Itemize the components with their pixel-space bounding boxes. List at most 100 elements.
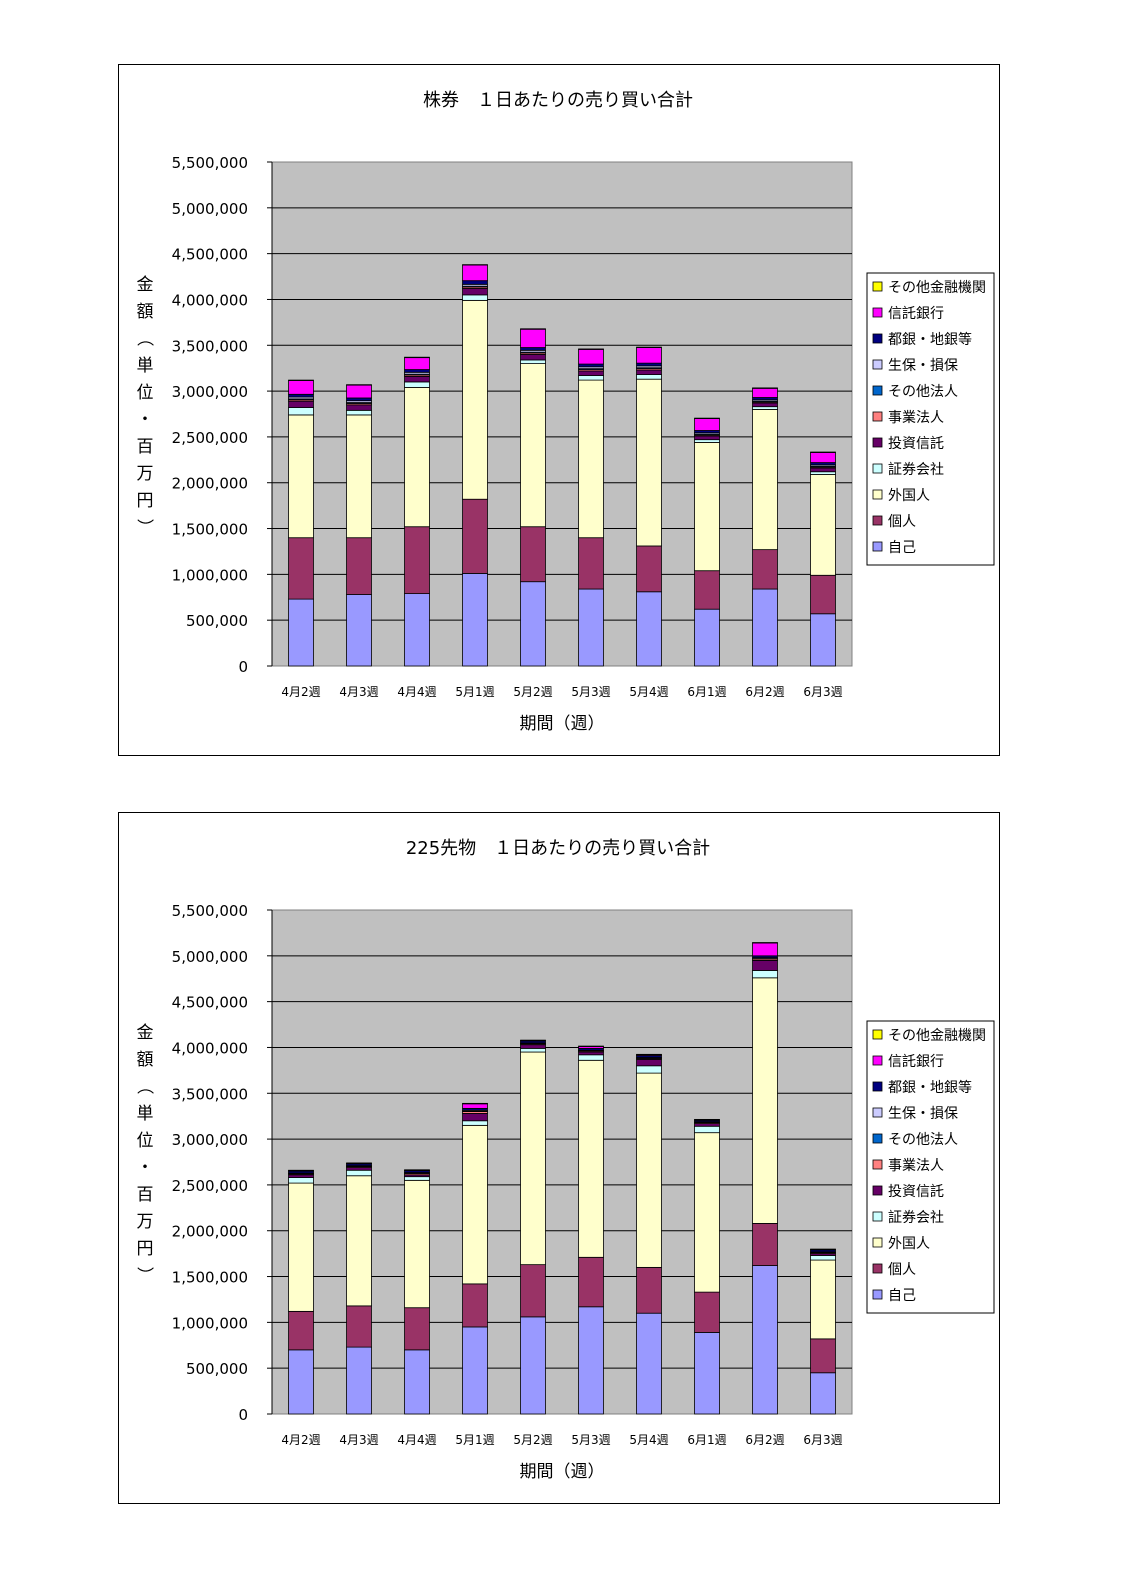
bar-segment: [578, 1306, 604, 1415]
y-tick-label: 2,500,000: [172, 429, 248, 447]
bar-segment: [810, 474, 836, 576]
bar-segment: [636, 362, 662, 367]
legend-swatch: [872, 411, 883, 422]
bar-segment: [810, 467, 836, 473]
bar-segment: [404, 381, 430, 388]
bar-segment: [752, 959, 778, 971]
legend-label: 信託銀行: [888, 306, 944, 322]
bar-segment: [578, 379, 604, 539]
y-axis-label-char: 金: [137, 275, 154, 295]
bar-segment: [636, 374, 662, 380]
legend-swatch: [872, 1133, 883, 1144]
bar-segment: [636, 1065, 662, 1074]
bar-segment: [404, 357, 430, 370]
y-axis-label-char: 額: [137, 302, 154, 322]
y-tick-label: 500,000: [186, 1360, 248, 1378]
bar-segment: [752, 1265, 778, 1415]
legend-swatch: [872, 1107, 883, 1118]
bar-segment: [288, 407, 314, 416]
bar-segment: [636, 378, 662, 547]
bar-segment: [694, 1125, 720, 1134]
bar-segment: [694, 570, 720, 610]
bar-segment: [462, 1103, 488, 1109]
legend-swatch: [872, 489, 883, 500]
y-tick-label: 1,000,000: [172, 1314, 248, 1332]
y-axis-label-char: 万: [137, 1212, 154, 1232]
legend-label: 外国人: [888, 1236, 930, 1252]
bar-segment: [288, 380, 314, 395]
bar-segment: [346, 537, 372, 595]
bar-segment: [810, 1255, 836, 1261]
y-axis-label-char: 単: [137, 356, 154, 376]
y-axis-label-char: 額: [137, 1050, 154, 1070]
bar-segment: [578, 375, 604, 381]
bar-segment: [520, 363, 546, 528]
y-tick-label: 0: [238, 658, 248, 676]
x-tick-label: 4月2週: [281, 685, 320, 699]
bar-segment: [578, 1256, 604, 1308]
legend-swatch: [872, 1185, 883, 1196]
legend-box: [866, 1020, 995, 1314]
bar-segment: [346, 414, 372, 539]
y-tick-label: 2,000,000: [172, 1223, 248, 1241]
y-axis-label-char: 百: [137, 437, 154, 457]
bar-segment: [346, 404, 372, 411]
bar-segment: [520, 347, 546, 351]
legend-label: 個人: [888, 514, 916, 530]
y-axis-label: 金額 （ 単位・百万円 ）: [134, 1023, 154, 1284]
legend-swatch: [872, 1289, 883, 1300]
y-tick-label: 4,500,000: [172, 246, 248, 264]
x-tick-label: 5月1週: [455, 685, 494, 699]
bar-segment: [520, 328, 546, 348]
y-axis-label-char: ）: [134, 519, 154, 536]
bar-segment: [462, 1113, 488, 1122]
legend-label: 信託銀行: [888, 1054, 944, 1070]
legend: その他金融機関信託銀行都銀・地銀等生保・損保その他法人事業法人投資信託証券会社外…: [866, 272, 995, 566]
bar-segment: [752, 942, 778, 957]
bar-segment: [404, 369, 430, 373]
bar-segment: [578, 537, 604, 590]
chart-panel-stocks: 株券 １日あたりの売り買い合計 0 500,000 1,000,000 1,500,0…: [118, 64, 1000, 756]
bar-segment: [404, 1179, 430, 1309]
bar-segment: [462, 264, 488, 282]
x-tick-label: 4月2週: [281, 1433, 320, 1447]
bar-segment: [636, 545, 662, 593]
bar-segment: [810, 452, 836, 463]
bar-segment: [752, 402, 778, 408]
bar-segment: [520, 581, 546, 667]
x-tick-label: 6月3週: [803, 1433, 842, 1447]
bar-segment: [810, 1338, 836, 1374]
x-tick-label: 4月3週: [339, 1433, 378, 1447]
bar-segment: [694, 439, 720, 443]
bar-segment: [404, 387, 430, 528]
y-tick-label: 2,000,000: [172, 475, 248, 493]
bar-segment: [288, 414, 314, 539]
x-tick-label: 5月2週: [513, 685, 552, 699]
legend-label: 証券会社: [888, 1210, 944, 1226]
bar-segment: [520, 1044, 546, 1049]
bar-segment: [810, 574, 836, 615]
bar-segment: [752, 409, 778, 551]
y-tick-label: 3,000,000: [172, 1131, 248, 1149]
bar-segment: [346, 1346, 372, 1415]
bar-segment: [694, 608, 720, 667]
chart-panel-futures: 225先物 １日あたりの売り買い合計 0 500,000 1,000,000 1,50…: [118, 812, 1000, 1504]
bar-segment: [288, 1349, 314, 1415]
legend-swatch: [872, 359, 883, 370]
bar-segment: [462, 288, 488, 296]
legend-swatch: [872, 281, 883, 292]
bar-segment: [752, 588, 778, 667]
legend-label: 自己: [888, 540, 916, 556]
y-tick-label: 1,000,000: [172, 566, 248, 584]
y-axis-label-char: 円: [137, 491, 154, 511]
bar-segment: [636, 1072, 662, 1268]
y-tick-label: 3,000,000: [172, 383, 248, 401]
bar-segment: [520, 1047, 546, 1053]
y-axis-label-char: 単: [137, 1104, 154, 1124]
bar-segment: [752, 387, 778, 398]
bar-segment: [578, 1051, 604, 1056]
bar-segment: [288, 1174, 314, 1178]
x-tick-label: 5月1週: [455, 1433, 494, 1447]
y-tick-label: 500,000: [186, 612, 248, 630]
bar-segment: [636, 369, 662, 375]
